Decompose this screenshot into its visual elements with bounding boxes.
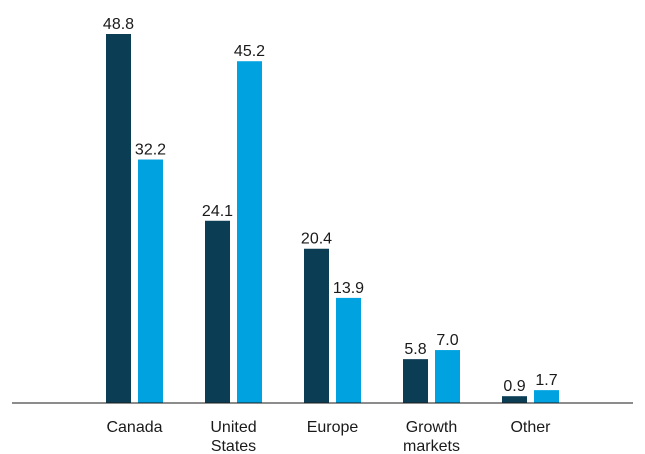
- value-label: 20.4: [301, 231, 332, 248]
- bar-europe-series-2: [336, 297, 361, 403]
- bar-canada-series-2: [138, 159, 163, 403]
- bars-layer: [106, 34, 559, 403]
- category-tick-label-line: Growth: [406, 419, 458, 436]
- category-tick-label-line: Canada: [106, 419, 162, 436]
- bar-other-series-2: [534, 390, 559, 403]
- category-tick-label-line: markets: [403, 438, 460, 454]
- category-tick-label: Europe: [307, 419, 359, 436]
- category-tick-label: United States: [210, 419, 256, 454]
- bar-other-series-1: [502, 396, 527, 403]
- value-label: 45.2: [234, 43, 265, 60]
- bar-growth-markets-series-2: [435, 350, 460, 403]
- value-label: 0.9: [503, 378, 525, 395]
- category-tick-label-line: States: [211, 438, 256, 454]
- category-tick-label: Canada: [106, 419, 162, 436]
- bar-growth-markets-series-1: [403, 359, 428, 403]
- value-label: 7.0: [436, 332, 458, 349]
- value-label: 1.7: [535, 372, 557, 389]
- value-label: 24.1: [202, 203, 233, 220]
- bar-europe-series-1: [304, 248, 329, 403]
- bar-united-states-series-2: [237, 61, 262, 403]
- x-axis-tick-labels: Canada United States Europe Growth markets Oth…: [106, 419, 551, 454]
- value-label: 13.9: [333, 280, 364, 297]
- value-label: 48.8: [103, 16, 134, 33]
- bar-united-states-series-1: [205, 220, 230, 403]
- value-label: 5.8: [404, 341, 426, 358]
- bar-canada-series-1: [106, 34, 131, 403]
- category-tick-label: Other: [510, 419, 551, 436]
- category-tick-label-line: Europe: [307, 419, 359, 436]
- value-labels-layer: 48.8 32.2 24.1 45.2 20.4 13.9 5.8 7.0 0.9 1.7: [103, 16, 558, 395]
- value-label: 32.2: [135, 142, 166, 159]
- category-tick-label: Growth markets: [403, 419, 460, 454]
- category-tick-label-line: Other: [510, 419, 551, 436]
- category-tick-label-line: United: [210, 419, 256, 436]
